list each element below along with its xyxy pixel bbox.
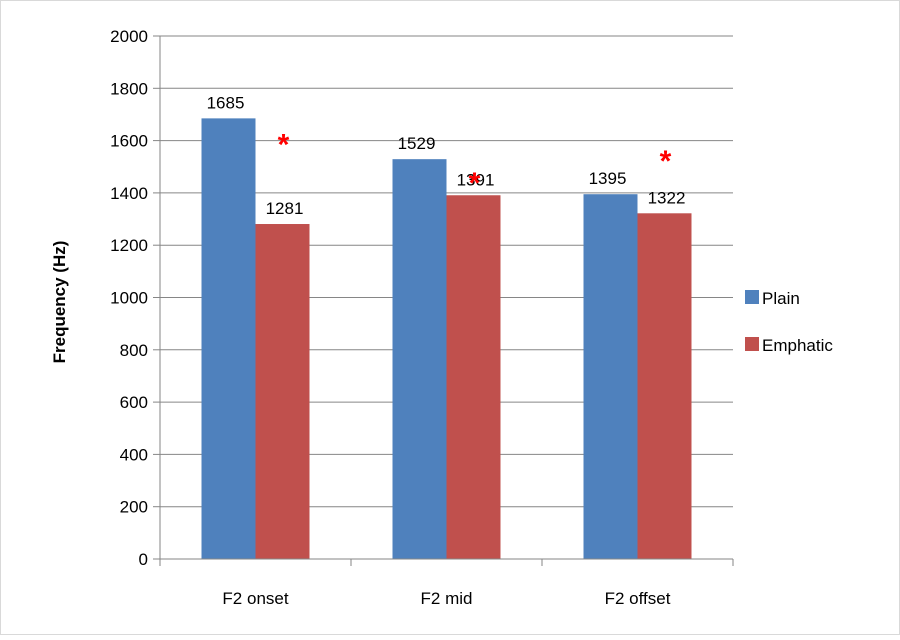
significance-asterisk: *	[660, 145, 672, 178]
x-tick-label: F2 onset	[222, 589, 288, 608]
significance-asterisk: *	[278, 129, 290, 162]
bar-emphatic-3	[637, 213, 692, 559]
x-tick-label: F2 offset	[605, 589, 671, 608]
bar-plain-3	[583, 194, 638, 559]
y-tick-label: 600	[120, 393, 148, 412]
legend-swatch-plain	[745, 290, 759, 304]
y-tick-label: 1000	[110, 289, 148, 308]
bar-emphatic-1	[255, 224, 310, 559]
y-tick-label: 400	[120, 445, 148, 464]
labels: 0 200 400 600 800 1000 1200 1400 1600 1800 2000 168…	[110, 27, 685, 608]
bars	[201, 118, 692, 560]
y-tick-label: 1800	[110, 79, 148, 98]
bar-plain-1	[201, 118, 256, 559]
data-label: 1322	[648, 188, 686, 207]
data-label: 1281	[266, 199, 304, 218]
data-label: 1529	[398, 134, 436, 153]
bar-emphatic-2	[446, 195, 501, 560]
y-tick-label: 1400	[110, 184, 148, 203]
data-label: 1685	[207, 93, 245, 112]
legend: Plain Emphatic	[745, 289, 833, 355]
data-label: 1395	[589, 169, 627, 188]
y-tick-label: 1600	[110, 132, 148, 151]
legend-swatch-emphatic	[745, 337, 759, 351]
bar-plain-2	[392, 159, 447, 559]
axes	[153, 35, 734, 566]
data-label: 1391	[457, 170, 495, 189]
y-tick-label: 0	[139, 550, 148, 569]
y-tick-label: 200	[120, 498, 148, 517]
x-tick-label: F2 mid	[421, 589, 473, 608]
y-tick-label: 1200	[110, 236, 148, 255]
y-axis-title: Frequency (Hz)	[50, 241, 69, 364]
y-tick-label: 2000	[110, 27, 148, 46]
significance-asterisk: *	[469, 167, 481, 200]
legend-label-emphatic: Emphatic	[762, 336, 833, 355]
y-tick-label: 800	[120, 341, 148, 360]
legend-label-plain: Plain	[762, 289, 800, 308]
